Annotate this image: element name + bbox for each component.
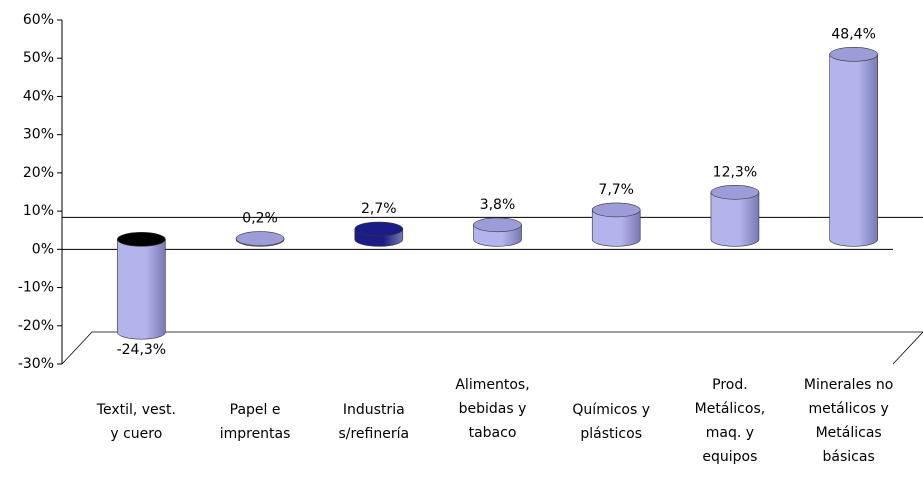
y-tick-label: 50% — [23, 50, 54, 66]
y-tick-label: 0% — [32, 241, 54, 257]
x-tick-label: Industria — [343, 402, 405, 418]
x-tick-label: s/refinería — [338, 426, 409, 442]
bar-top — [591, 202, 641, 218]
bar — [829, 47, 878, 247]
value-label: 0,2% — [242, 211, 278, 227]
value-label: 12,3% — [713, 164, 757, 180]
bar-top — [235, 231, 285, 246]
x-tick-label: metálicos y — [808, 401, 888, 417]
x-tick-label: tabaco — [469, 425, 517, 441]
x-tick-label: equipos — [702, 449, 757, 465]
bar — [473, 217, 522, 247]
bar-body — [117, 239, 166, 340]
y-tick-label: -20% — [18, 318, 54, 334]
x-tick-label: Químicos y — [572, 402, 650, 418]
bar — [354, 221, 404, 247]
value-label: -24,3% — [117, 342, 167, 358]
value-label: 3,8% — [480, 197, 516, 213]
x-tick-label: Papel e — [230, 402, 281, 418]
x-tick-label: Alimentos, — [455, 377, 529, 393]
x-tick-label: plásticos — [580, 426, 642, 442]
bar-top — [117, 232, 166, 247]
x-tick-label: Metálicos, — [695, 401, 766, 417]
bar-body — [829, 54, 878, 247]
x-tick-label: Prod. — [712, 377, 748, 393]
x-tick-label: imprentas — [220, 426, 291, 442]
y-tick-label: -30% — [18, 356, 54, 372]
x-tick-label: Metálicas — [816, 425, 882, 441]
bar-body — [710, 192, 760, 247]
bar — [117, 232, 166, 340]
bar-top — [710, 185, 760, 200]
bar-body — [591, 209, 641, 247]
y-tick-label: 40% — [23, 88, 54, 104]
x-tick-label: Minerales no — [804, 377, 893, 393]
x-tick-label: y cuero — [110, 426, 162, 442]
y-tick-label: 10% — [23, 203, 54, 219]
value-label: 7,7% — [598, 182, 634, 198]
y-tick-label: 60% — [23, 12, 54, 28]
value-label: 2,7% — [361, 201, 397, 217]
bar — [235, 231, 285, 247]
bar-top — [473, 217, 522, 233]
x-tick-label: bebidas y — [459, 401, 527, 417]
bar — [710, 185, 760, 247]
bar-top — [829, 47, 878, 62]
x-tick-label: Textil, vest. — [96, 402, 176, 418]
y-tick-label: -10% — [18, 280, 54, 296]
y-tick-label: 30% — [23, 127, 54, 143]
floor — [61, 331, 923, 365]
x-tick-label: básicas — [823, 449, 875, 465]
y-tick-label: 20% — [23, 165, 54, 181]
value-label: 48,4% — [831, 26, 875, 42]
x-tick-label: maq. y — [706, 425, 754, 441]
bar-top — [354, 221, 404, 237]
bar — [591, 202, 641, 247]
